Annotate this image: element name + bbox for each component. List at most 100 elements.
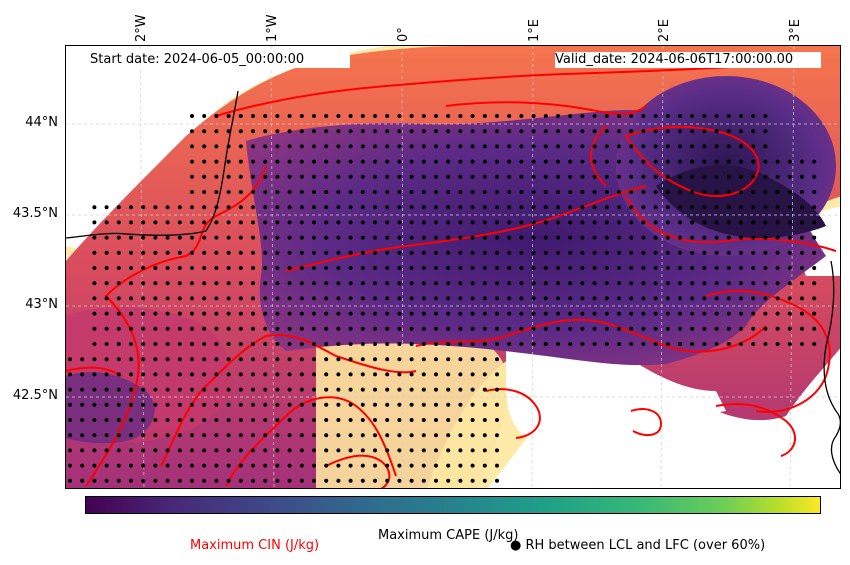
rh-dot — [482, 402, 487, 407]
rh-dot — [787, 205, 792, 210]
rh-dot — [385, 129, 390, 134]
rh-dot — [348, 296, 353, 301]
rh-dot — [580, 190, 585, 194]
rh-dot — [287, 159, 292, 164]
rh-dot — [434, 326, 438, 331]
rh-dot — [80, 433, 85, 438]
rh-dot — [434, 205, 438, 210]
rh-dot — [275, 342, 280, 346]
rh-dot — [531, 114, 536, 118]
rh-dot — [397, 478, 402, 483]
rh-dot — [287, 433, 292, 438]
rh-dot — [299, 144, 304, 149]
rh-dot — [812, 266, 817, 270]
rh-dot — [446, 174, 451, 179]
rh-dot — [80, 418, 85, 422]
rh-dot — [104, 342, 109, 346]
rh-dot — [80, 372, 85, 377]
rh-dot — [702, 326, 707, 331]
rh-dot — [787, 311, 792, 316]
rh-dot — [238, 250, 243, 255]
rh-dot — [165, 266, 170, 270]
rh-dot — [68, 357, 72, 362]
rh-dot — [299, 418, 304, 422]
rh-dot — [397, 326, 402, 331]
rh-dot — [129, 372, 133, 377]
rh-dot — [263, 342, 268, 346]
cin-contours — [66, 65, 837, 488]
rh-dot — [190, 266, 194, 270]
rh-dot — [129, 205, 133, 210]
rh-dot — [129, 463, 133, 468]
rh-dot — [507, 114, 512, 118]
rh-dot — [458, 342, 463, 346]
rh-dot — [739, 114, 743, 118]
rh-dot — [446, 433, 451, 438]
lon-label-2e: 2°E — [657, 19, 672, 42]
rh-dot — [568, 174, 573, 179]
rh-dot — [360, 433, 365, 438]
rh-dot — [165, 478, 170, 483]
rh-dot — [812, 220, 817, 225]
rh-dot — [202, 250, 207, 255]
rh-dot — [336, 235, 341, 240]
rh-dot — [556, 266, 560, 270]
rh-dot — [226, 235, 231, 240]
rh-dot — [519, 281, 524, 286]
rh-dot — [238, 205, 243, 210]
rh-dot — [495, 235, 499, 240]
rh-dot — [177, 220, 182, 225]
rh-dot — [68, 402, 72, 407]
rh-dot — [458, 387, 463, 392]
rh-dot — [373, 326, 377, 331]
rh-dot — [324, 190, 329, 194]
rh-dot — [531, 159, 536, 164]
rh-dot — [470, 478, 475, 483]
rh-dot — [299, 296, 304, 301]
rh-dot — [214, 387, 219, 392]
rh-dot — [263, 174, 268, 179]
rh-dot — [739, 129, 743, 134]
rh-dot — [336, 190, 341, 194]
rh-dot — [263, 448, 268, 453]
rh-dot — [458, 220, 463, 225]
rh-dot — [421, 326, 426, 331]
rh-dot — [299, 478, 304, 483]
rh-dot — [385, 250, 390, 255]
rh-dot — [165, 463, 170, 468]
rh-dot — [385, 418, 390, 422]
rh-dot — [665, 266, 670, 270]
rh-dot — [617, 342, 621, 346]
rh-dot — [92, 433, 97, 438]
rh-dot — [348, 250, 353, 255]
rh-dot — [336, 281, 341, 286]
rh-dot — [421, 114, 426, 118]
rh-dot — [287, 114, 292, 118]
rh-dot — [373, 372, 377, 377]
rh-dot — [678, 342, 682, 346]
rh-dot — [629, 144, 634, 149]
rh-dot — [446, 114, 451, 118]
lon-label-1e: 1°E — [527, 19, 542, 42]
rh-dot — [421, 144, 426, 149]
rh-dot — [397, 418, 402, 422]
rh-dot — [641, 190, 646, 194]
rh-dot — [519, 174, 524, 179]
rh-dot — [214, 326, 219, 331]
rh-dot — [787, 281, 792, 286]
rh-dot — [177, 205, 182, 210]
rh-dot — [251, 266, 255, 270]
rh-dot — [165, 342, 170, 346]
rh-dot — [714, 281, 719, 286]
rh-dot — [726, 129, 731, 134]
rh-dot — [678, 266, 682, 270]
rh-dot — [165, 402, 170, 407]
rh-dot — [116, 357, 121, 362]
rh-dot — [397, 296, 402, 301]
rh-dot — [226, 281, 231, 286]
rh-dot — [385, 266, 390, 270]
rh-dot — [153, 357, 158, 362]
rh-dot — [775, 205, 780, 210]
rh-dot — [421, 372, 426, 377]
rh-dot — [336, 357, 341, 362]
